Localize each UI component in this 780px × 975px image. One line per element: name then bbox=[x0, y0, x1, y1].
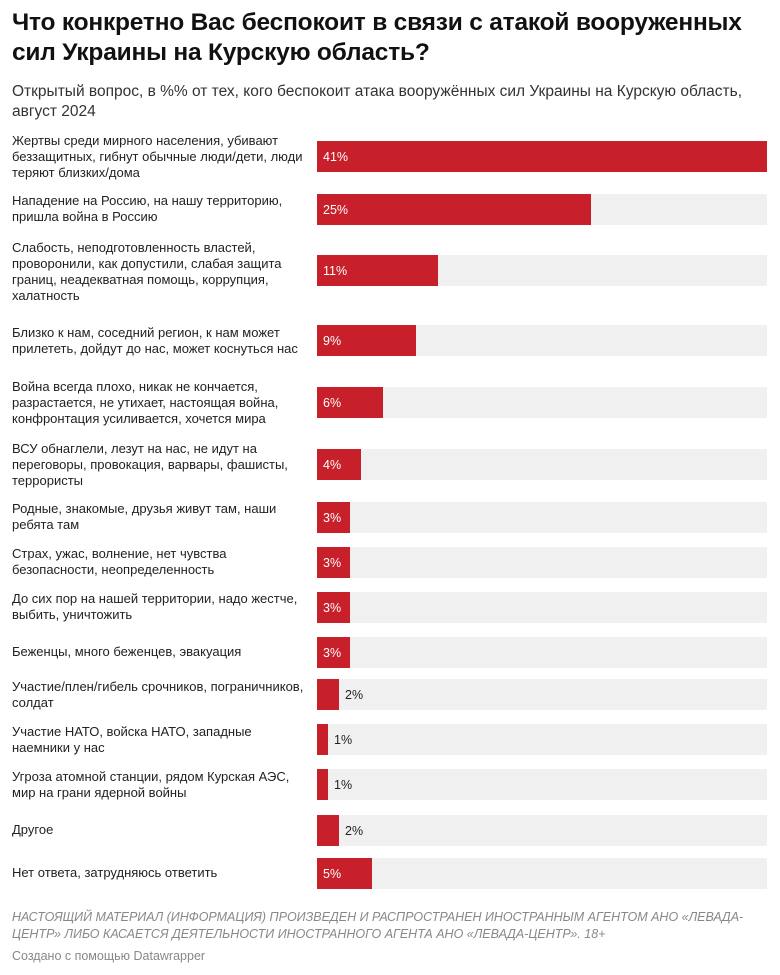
bar-track bbox=[317, 387, 767, 418]
bar-label-text: Страх, ужас, волнение, нет чувства безоп… bbox=[12, 546, 227, 577]
bar-value-label: 2% bbox=[345, 824, 364, 838]
bar bbox=[317, 547, 350, 578]
bar bbox=[317, 724, 328, 755]
bar-label-text: Беженцы, много беженцев, эвакуация bbox=[12, 644, 242, 659]
bar bbox=[317, 255, 438, 286]
bar-track bbox=[317, 679, 767, 710]
bar bbox=[317, 592, 350, 623]
bar-track bbox=[317, 502, 767, 533]
bar-value-label: 3% bbox=[323, 646, 342, 660]
bar bbox=[317, 815, 339, 846]
bar bbox=[317, 194, 591, 225]
bar-label-text: Нет ответа, затрудняюсь ответить bbox=[12, 865, 218, 880]
bar-label: Участие НАТО, войска НАТО, западные наем… bbox=[12, 717, 304, 763]
bar-value-label: 2% bbox=[345, 688, 364, 702]
bar-label: Угроза атомной станции, рядом Курская АЭ… bbox=[12, 762, 304, 808]
bar-track bbox=[317, 449, 767, 480]
bar bbox=[317, 858, 372, 889]
bar-value-label: 11% bbox=[323, 264, 348, 278]
bar-track bbox=[317, 815, 767, 846]
bar-label: ВСУ обнаглели, лезут на нас, не идут на … bbox=[12, 436, 304, 494]
bar-track bbox=[317, 858, 767, 889]
bar-label-text: Нападение на Россию, на нашу территорию,… bbox=[12, 193, 283, 224]
bar-label-text: Родные, знакомые, друзья живут там, наши… bbox=[12, 501, 277, 532]
bar-track bbox=[317, 724, 767, 755]
bar-label-text: Война всегда плохо, никак не кончается, … bbox=[12, 379, 279, 426]
bar-value-label: 6% bbox=[323, 396, 342, 410]
bar bbox=[317, 387, 383, 418]
bar-label: Другое bbox=[12, 807, 304, 853]
foreign-agent-note: НАСТОЯЩИЙ МАТЕРИАЛ (ИНФОРМАЦИЯ) ПРОИЗВЕД… bbox=[12, 910, 744, 941]
bar-track bbox=[317, 547, 767, 578]
chart-title: Что конкретно Вас беспокоит в связи с ат… bbox=[12, 9, 742, 66]
bar-label-text: Угроза атомной станции, рядом Курская АЭ… bbox=[12, 769, 290, 800]
bar-label: Участие/плен/гибель срочников, пограничн… bbox=[12, 672, 304, 718]
bar-label: Война всегда плохо, никак не кончается, … bbox=[12, 374, 304, 432]
bar bbox=[317, 502, 350, 533]
bar-label: Близко к нам, соседний регион, к нам мож… bbox=[12, 314, 304, 368]
bar-label-text: Участие НАТО, войска НАТО, западные наем… bbox=[12, 724, 252, 755]
bar-label-text: Слабость, неподготовленность властей, пр… bbox=[12, 240, 282, 303]
bar-value-label: 3% bbox=[323, 601, 342, 615]
bar-label: Нападение на Россию, на нашу территорию,… bbox=[12, 186, 304, 232]
bar-label-text: ВСУ обнаглели, лезут на нас, не идут на … bbox=[12, 441, 288, 488]
chart-subtitle: Открытый вопрос, в %% от тех, кого беспо… bbox=[12, 83, 743, 120]
bar bbox=[317, 141, 767, 172]
bar-label: Страх, ужас, волнение, нет чувства безоп… bbox=[12, 539, 304, 585]
bar-label: Нет ответа, затрудняюсь ответить bbox=[12, 850, 304, 896]
bar-track bbox=[317, 592, 767, 623]
bar-value-label: 9% bbox=[323, 334, 342, 348]
bar-label-text: Другое bbox=[12, 822, 54, 837]
bar-value-label: 25% bbox=[323, 203, 349, 217]
bar-value-label: 5% bbox=[323, 867, 342, 881]
bar-label: Беженцы, много беженцев, эвакуация bbox=[12, 629, 304, 675]
bar-track bbox=[317, 769, 767, 800]
bar-label: Жертвы среди мирного населения, убивают … bbox=[12, 128, 304, 186]
datawrapper-credit: Создано с помощью Datawrapper bbox=[12, 949, 206, 963]
bar-value-label: 1% bbox=[334, 733, 353, 747]
bar bbox=[317, 449, 361, 480]
bar-label-text: Жертвы среди мирного населения, убивают … bbox=[12, 133, 303, 180]
bar-label-text: До сих пор на нашей территории, надо жес… bbox=[12, 591, 298, 622]
bar-value-label: 3% bbox=[323, 511, 342, 525]
bar-value-label: 4% bbox=[323, 458, 342, 472]
bar bbox=[317, 637, 350, 668]
bar-track bbox=[317, 637, 767, 668]
bar-value-label: 1% bbox=[334, 778, 353, 792]
bar bbox=[317, 769, 328, 800]
bar-label: Родные, знакомые, друзья живут там, наши… bbox=[12, 494, 304, 540]
bar-label: До сих пор на нашей территории, надо жес… bbox=[12, 584, 304, 630]
bar-value-label: 3% bbox=[323, 556, 342, 570]
bar-label-text: Участие/плен/гибель срочников, пограничн… bbox=[12, 679, 304, 710]
bar-value-label: 41% bbox=[323, 150, 349, 164]
bar-label-text: Близко к нам, соседний регион, к нам мож… bbox=[12, 325, 298, 356]
bar bbox=[317, 679, 339, 710]
bar-label: Слабость, неподготовленность властей, пр… bbox=[12, 236, 304, 308]
bar bbox=[317, 325, 416, 356]
